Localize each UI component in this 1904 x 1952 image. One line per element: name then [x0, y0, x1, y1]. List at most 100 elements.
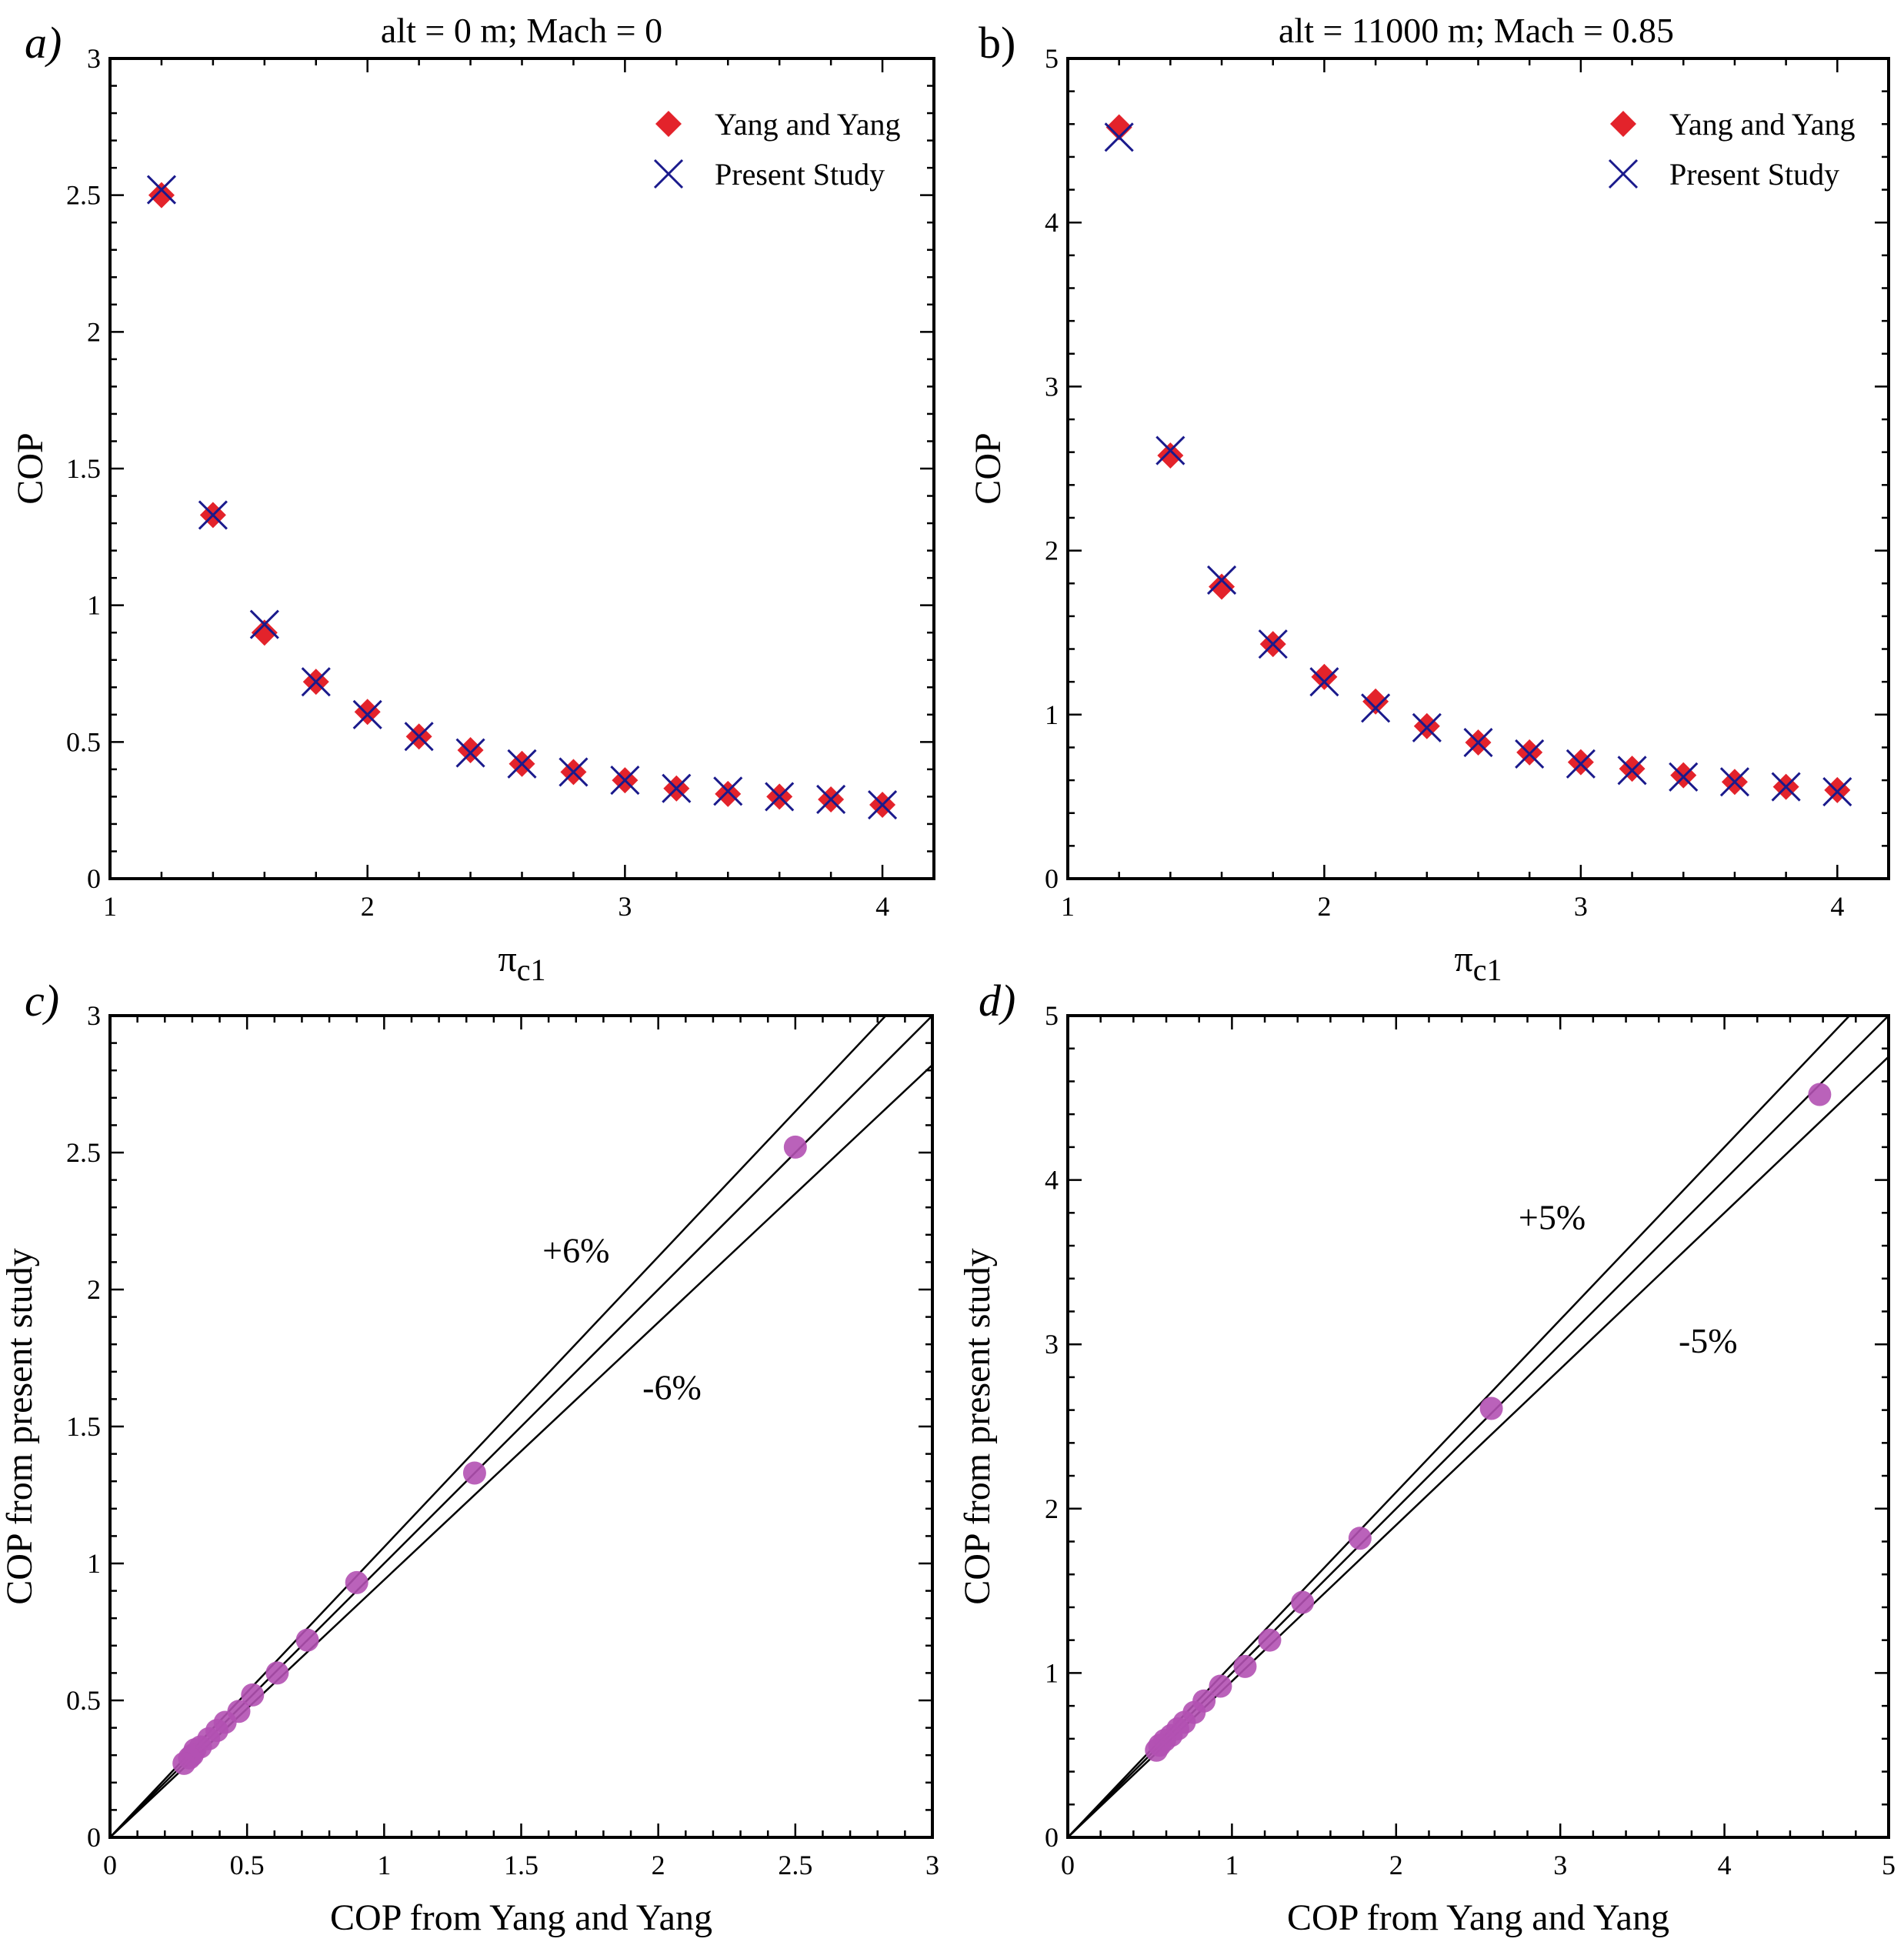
y-tick-label-c: 0.5	[66, 1685, 101, 1716]
legend-swatch-yang	[1610, 111, 1636, 137]
data-point-parity-d	[1291, 1590, 1315, 1614]
data-point-parity-c	[172, 1751, 196, 1775]
panel-label-c: c)	[25, 976, 59, 1026]
y-tick-label-a: 2.5	[66, 180, 101, 211]
data-point-parity-d	[1209, 1674, 1232, 1698]
data-point-yang-b	[1311, 663, 1338, 690]
data-point-present-b	[1207, 565, 1237, 596]
legend-swatch-present	[1608, 158, 1639, 189]
series-a-1	[146, 175, 898, 820]
data-point-parity-d	[1479, 1396, 1503, 1420]
data-point-yang-a	[148, 182, 175, 209]
panel-b: b) alt = 11000 m; Mach = 0.851 2 3 4012345πc…	[968, 11, 1890, 987]
y-tick-label-b: 5	[1045, 43, 1059, 74]
data-point-present-a	[662, 773, 692, 803]
x-tick-label-c: 0	[103, 1850, 117, 1880]
data-point-present-a	[404, 722, 434, 752]
y-tick-label-c: 2.5	[66, 1137, 101, 1168]
data-point-present-a	[198, 500, 228, 530]
data-point-yang-a	[457, 736, 484, 763]
series-c-0	[172, 1135, 807, 1775]
data-point-present-b	[1515, 739, 1545, 769]
chart-title-b: alt = 11000 m; Mach = 0.85	[1279, 11, 1674, 50]
data-point-parity-c	[345, 1570, 368, 1594]
data-point-present-a	[713, 776, 743, 806]
y-tick-label-a: 1.5	[66, 453, 101, 484]
panel-label-d: d)	[979, 976, 1015, 1026]
data-point-yang-b	[1105, 114, 1132, 141]
data-point-parity-c	[462, 1461, 486, 1485]
data-point-yang-b	[1824, 776, 1851, 803]
x-tick-label-a: 1	[103, 891, 117, 922]
data-point-parity-d	[1258, 1628, 1282, 1652]
x-tick-label-d: 5	[1882, 1850, 1896, 1880]
panel-a: a) alt = 0 m; Mach = 0 1 2 3 4 0 0.5 1 1.5 2 2.5 3 πc…	[10, 11, 935, 987]
data-point-yang-a	[251, 619, 278, 646]
x-tick-label-c: 0.5	[230, 1850, 265, 1880]
data-point-parity-d	[1233, 1654, 1257, 1678]
x-tick-label-b: 4	[1830, 891, 1844, 922]
data-point-parity-c	[265, 1661, 289, 1685]
data-point-present-a	[301, 667, 331, 697]
y-tick-label-a: 0	[87, 863, 101, 894]
data-point-present-b	[1669, 762, 1699, 792]
data-point-yang-b	[1209, 573, 1235, 600]
data-point-parity-c	[783, 1135, 807, 1159]
series-b-0	[1105, 114, 1851, 803]
y-tick-label-d: 4	[1045, 1165, 1059, 1196]
panel-d: d) +5% -5% 0 1 2 3 4 5 0 1 2 3 4 5 COP from Yang and Ya…	[957, 976, 1896, 1938]
data-point-present-b	[1822, 776, 1852, 807]
x-axis-label-b: πc1	[1455, 939, 1502, 987]
y-tick-label-a: 0.5	[66, 726, 101, 757]
y-tick-label-d: 5	[1045, 1000, 1059, 1031]
x-tick-label-c: 1.5	[504, 1850, 539, 1880]
data-point-yang-a	[715, 780, 742, 807]
legend-label-yang: Yang and Yang	[715, 107, 901, 142]
x-axis-label-c: COP from Yang and Yang	[330, 1897, 712, 1938]
data-point-parity-d	[1348, 1527, 1372, 1550]
data-point-present-a	[507, 749, 537, 779]
data-point-present-b	[1412, 712, 1442, 742]
y-tick-label-d: 0	[1045, 1822, 1059, 1853]
x-tick-label-a: 2	[361, 891, 375, 922]
x-axis-label-a: πc1	[499, 939, 546, 987]
data-point-present-b	[1104, 122, 1134, 152]
legend-label-present: Present Study	[1669, 157, 1839, 192]
data-point-present-a	[559, 757, 589, 787]
data-point-present-b	[1463, 727, 1493, 758]
x-tick-label-d: 4	[1718, 1850, 1732, 1880]
data-point-yang-b	[1619, 756, 1646, 782]
data-point-present-b	[1771, 772, 1801, 802]
panel-c: c) +6% -6% 0 0.5 1 1.5 2 2.5 3 0 0.5 1 1.5 2 2.5 3 COP fr…	[0, 976, 939, 1938]
data-point-present-b	[1258, 629, 1288, 659]
data-point-present-a	[146, 175, 176, 205]
data-point-present-a	[455, 738, 485, 768]
series-b-1	[1104, 122, 1852, 807]
x-tick-label-b: 2	[1317, 891, 1331, 922]
y-tick-label-b: 1	[1045, 699, 1059, 730]
x-tick-label-c: 2.5	[778, 1850, 812, 1880]
data-point-present-b	[1719, 767, 1749, 797]
y-tick-label-d: 1	[1045, 1657, 1059, 1688]
x-tick-label-d: 1	[1225, 1850, 1239, 1880]
x-tick-label-a: 4	[875, 891, 889, 922]
data-point-yang-a	[354, 699, 381, 726]
panel-label-b: b)	[979, 18, 1015, 68]
y-tick-label-c: 1.5	[66, 1411, 101, 1442]
x-tick-label-c: 1	[377, 1850, 391, 1880]
y-axis-label-c: COP from present study	[0, 1248, 40, 1605]
data-point-present-a	[816, 784, 846, 815]
data-point-present-b	[1309, 667, 1339, 697]
data-point-present-a	[249, 609, 279, 639]
data-point-yang-b	[1157, 442, 1184, 469]
y-axis-label-a: COP	[10, 432, 51, 504]
x-tick-label-a: 3	[618, 891, 632, 922]
y-tick-label-d: 2	[1045, 1493, 1059, 1524]
legend-swatch-yang	[655, 111, 682, 137]
annotation-d-0: +5%	[1519, 1198, 1586, 1237]
data-point-present-a	[868, 789, 898, 820]
y-tick-label-c: 2	[87, 1274, 101, 1305]
data-point-present-b	[1155, 435, 1185, 465]
data-point-present-b	[1566, 749, 1596, 779]
